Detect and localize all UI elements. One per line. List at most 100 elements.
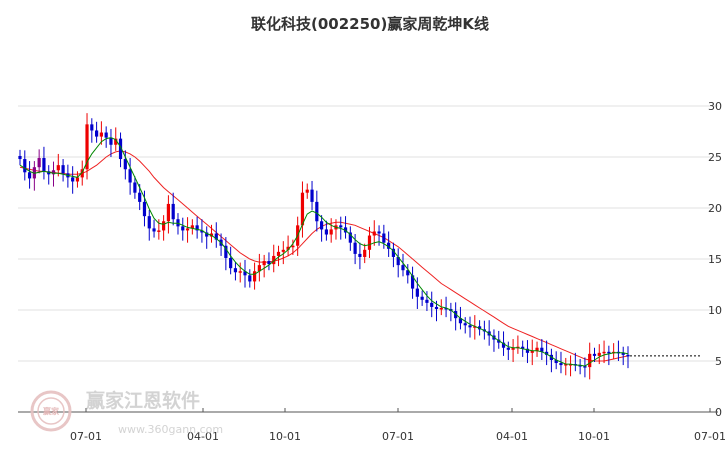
candle-body	[578, 365, 582, 367]
candle-body	[511, 347, 515, 350]
candle-body	[109, 137, 113, 145]
x-tick-label: 10-01	[269, 430, 301, 443]
candle-body	[353, 242, 357, 254]
candle-body	[214, 233, 218, 240]
candle-body	[42, 158, 46, 172]
candle-body	[142, 201, 147, 217]
watermark-seal-inner	[37, 397, 65, 425]
candle-body	[391, 248, 396, 257]
y-tick-label: 30	[708, 100, 722, 113]
x-tick-label: 07-01	[694, 430, 726, 443]
candle-body	[621, 352, 625, 355]
candle-body	[387, 242, 391, 249]
candle-body	[468, 325, 472, 328]
candle-body	[410, 275, 415, 289]
candle-body	[90, 124, 94, 131]
candle-body	[377, 231, 381, 234]
candle-body	[597, 352, 601, 356]
watermark-seal-text: 赢家	[43, 406, 60, 416]
candle-body	[396, 256, 400, 266]
candle-body	[171, 203, 175, 220]
candle-body	[525, 348, 530, 353]
candle-body	[190, 225, 194, 229]
candle-body	[372, 231, 376, 236]
candle-body	[51, 170, 56, 175]
candle-body	[501, 342, 506, 348]
candle-body	[229, 257, 233, 269]
candle-body	[114, 138, 118, 145]
y-tick-label: 5	[715, 355, 722, 368]
candle-body	[592, 353, 597, 356]
candle-series	[18, 113, 630, 380]
candle-body	[262, 261, 266, 266]
candle-body	[133, 182, 137, 193]
candle-body	[463, 323, 467, 326]
candle-body	[291, 245, 295, 248]
candle-body	[99, 132, 103, 137]
watermark-brand: 赢家江恩软件	[86, 389, 200, 412]
candle-body	[477, 326, 482, 330]
candle-body	[61, 165, 65, 174]
candle-body	[310, 189, 314, 202]
candle-body	[238, 271, 242, 273]
ma-slow-line	[19, 150, 629, 362]
candle-body	[37, 158, 41, 168]
candle-body	[185, 228, 190, 231]
y-tick-label: 20	[708, 202, 722, 215]
candle-body	[233, 268, 238, 273]
candle-body	[607, 351, 611, 354]
candle-body	[152, 228, 156, 232]
candle-body	[554, 359, 558, 364]
candle-body	[602, 351, 606, 354]
candle-body	[324, 229, 328, 235]
y-tick-label: 25	[708, 151, 722, 164]
candle-body	[23, 159, 27, 173]
candle-body	[128, 169, 132, 183]
candle-body	[339, 225, 343, 228]
candle-body	[458, 318, 463, 324]
candle-body	[315, 201, 319, 222]
candle-body	[195, 225, 199, 231]
candle-body	[157, 230, 161, 232]
candle-body	[444, 307, 448, 310]
candle-body	[243, 271, 247, 276]
candle-body	[104, 132, 108, 138]
candle-body	[123, 159, 127, 170]
candle-body	[434, 306, 439, 309]
candle-body	[286, 246, 290, 250]
y-tick-label: 10	[708, 304, 722, 317]
ma-fast-line	[19, 137, 629, 367]
candle-body	[521, 346, 525, 349]
candle-body	[18, 155, 22, 160]
candle-body	[415, 288, 419, 297]
candle-body	[56, 165, 60, 171]
candle-body	[329, 229, 333, 235]
candle-body	[358, 253, 362, 257]
candle-body	[300, 192, 305, 226]
x-tick-label: 07-01	[70, 430, 102, 443]
x-axis: 07-01 04-01 10-01 07-01 04-01 10-01 07-01	[18, 408, 726, 443]
candle-body	[118, 138, 123, 160]
watermark-seal-icon	[30, 390, 72, 432]
candle-body	[506, 347, 510, 350]
chart-title: 联化科技(002250)赢家周乾坤K线	[251, 15, 489, 33]
candle-body	[147, 216, 151, 229]
candle-body	[281, 249, 285, 252]
candle-body	[406, 270, 410, 276]
candle-body	[305, 189, 309, 193]
watermark-url: www.360gann.com	[118, 423, 223, 436]
candle-body	[583, 366, 587, 368]
candle-body	[205, 232, 209, 237]
candle-body	[181, 226, 185, 231]
candle-body	[568, 364, 573, 366]
candle-body	[439, 307, 443, 310]
grid-lines	[18, 105, 718, 362]
candle-body	[473, 326, 477, 328]
watermark: 赢家 赢家江恩软件 www.360gann.com	[30, 389, 223, 436]
candle-body	[176, 219, 180, 227]
candle-body	[85, 124, 89, 170]
candle-body	[588, 353, 592, 368]
candle-body	[348, 232, 352, 243]
candle-body	[530, 350, 534, 353]
